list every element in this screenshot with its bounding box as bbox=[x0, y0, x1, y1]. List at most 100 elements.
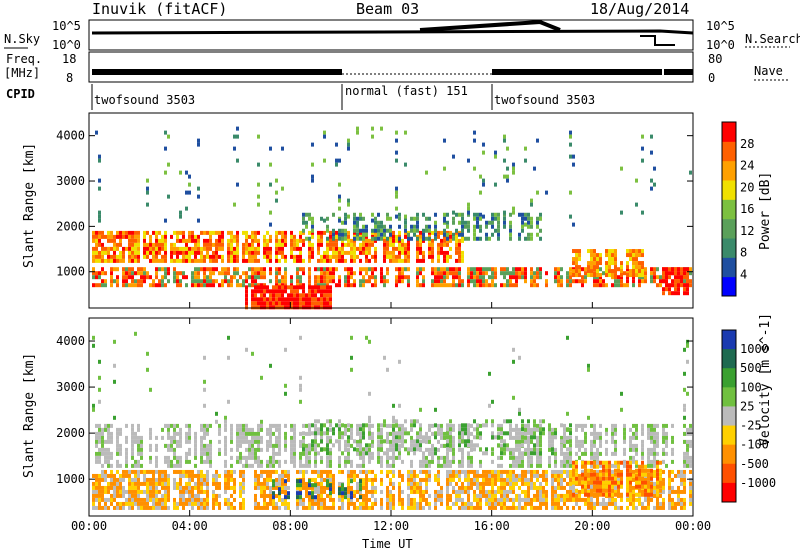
echo-cell bbox=[521, 427, 524, 432]
echo-cell bbox=[473, 228, 476, 233]
echo-cell bbox=[299, 267, 302, 272]
echo-cell bbox=[581, 480, 584, 485]
echo-cell bbox=[95, 455, 98, 460]
echo-cell bbox=[386, 473, 389, 478]
echo-cell bbox=[380, 220, 383, 225]
echo-cell bbox=[437, 481, 440, 486]
echo-cell bbox=[356, 439, 359, 444]
echo-cell bbox=[107, 485, 110, 490]
echo-cell bbox=[479, 228, 482, 233]
echo-cell bbox=[518, 505, 521, 510]
echo-cell bbox=[329, 447, 332, 452]
echo-cell bbox=[212, 501, 215, 506]
echo-cell bbox=[311, 483, 314, 488]
echo-cell bbox=[107, 230, 110, 235]
echo-cell bbox=[281, 285, 284, 290]
echo-cell bbox=[446, 481, 449, 486]
echo-cell bbox=[458, 443, 461, 448]
echo-cell bbox=[107, 254, 110, 259]
echo-cell bbox=[293, 258, 296, 263]
echo-cell bbox=[299, 443, 302, 448]
echo-cell bbox=[164, 477, 167, 482]
echo-cell bbox=[320, 297, 323, 302]
sky-panel-frame bbox=[88, 19, 694, 51]
echo-cell bbox=[530, 497, 533, 502]
echo-cell bbox=[203, 271, 206, 276]
echo-cell bbox=[533, 435, 536, 440]
echo-cell bbox=[605, 488, 608, 493]
echo-cell bbox=[329, 254, 332, 259]
echo-cell bbox=[566, 469, 569, 474]
echo-cell bbox=[377, 232, 380, 237]
echo-cell bbox=[359, 250, 362, 255]
echo-cell bbox=[152, 469, 155, 474]
echo-cell bbox=[545, 469, 548, 474]
echo-cell bbox=[104, 477, 107, 482]
echo-cell bbox=[461, 238, 464, 243]
echo-cell bbox=[368, 419, 371, 424]
echo-cell bbox=[428, 228, 431, 233]
echo-cell bbox=[473, 236, 476, 241]
echo-cell bbox=[107, 473, 110, 478]
echo-cell bbox=[437, 431, 440, 436]
echo-cell bbox=[632, 485, 635, 490]
echo-cell bbox=[350, 335, 353, 340]
echo-cell bbox=[293, 242, 296, 247]
echo-cell bbox=[653, 459, 656, 464]
echo-cell bbox=[149, 242, 152, 247]
echo-cell bbox=[464, 439, 467, 444]
echo-cell bbox=[518, 485, 521, 490]
echo-cell bbox=[125, 283, 128, 288]
echo-cell bbox=[131, 439, 134, 444]
nsearch-tick-bottom: 10^0 bbox=[706, 38, 735, 52]
echo-cell bbox=[476, 283, 479, 288]
echo-cell bbox=[365, 443, 368, 448]
echo-cell bbox=[308, 497, 311, 502]
echo-cell bbox=[281, 246, 284, 251]
echo-cell bbox=[368, 250, 371, 255]
echo-cell bbox=[401, 443, 404, 448]
echo-cell bbox=[359, 495, 362, 500]
echo-cell bbox=[131, 271, 134, 276]
echo-cell bbox=[461, 447, 464, 452]
echo-cell bbox=[431, 279, 434, 284]
echo-cell bbox=[404, 427, 407, 432]
echo-cell bbox=[482, 283, 485, 288]
echo-cell bbox=[683, 287, 686, 292]
echo-cell bbox=[440, 435, 443, 440]
echo-cell bbox=[569, 485, 572, 490]
echo-cell bbox=[512, 481, 515, 486]
echo-cell bbox=[374, 216, 377, 221]
echo-cell bbox=[599, 435, 602, 440]
echo-cell bbox=[260, 489, 263, 494]
echo-cell bbox=[593, 488, 596, 493]
echo-cell bbox=[137, 427, 140, 432]
echo-cell bbox=[122, 271, 125, 276]
echo-cell bbox=[455, 497, 458, 502]
echo-cell bbox=[503, 469, 506, 474]
echo-cell bbox=[593, 427, 596, 432]
echo-cell bbox=[473, 267, 476, 272]
echo-cell bbox=[206, 246, 209, 251]
echo-cell bbox=[326, 238, 329, 243]
echo-cell bbox=[407, 267, 410, 272]
echo-cell bbox=[248, 463, 251, 468]
echo-cell bbox=[425, 170, 428, 175]
echo-cell bbox=[386, 228, 389, 233]
echo-cell bbox=[539, 501, 542, 506]
echo-cell bbox=[110, 455, 113, 460]
echo-cell bbox=[371, 501, 374, 506]
echo-cell bbox=[629, 439, 632, 444]
echo-cell bbox=[341, 258, 344, 263]
echo-cell bbox=[182, 238, 185, 243]
echo-cell bbox=[509, 455, 512, 460]
echo-cell bbox=[320, 459, 323, 464]
echo-cell bbox=[389, 242, 392, 247]
echo-cell bbox=[296, 469, 299, 474]
echo-cell bbox=[362, 493, 365, 498]
echo-cell bbox=[410, 443, 413, 448]
echo-cell bbox=[569, 469, 572, 474]
echo-cell bbox=[326, 469, 329, 474]
echo-cell bbox=[368, 246, 371, 251]
echo-cell bbox=[308, 283, 311, 288]
